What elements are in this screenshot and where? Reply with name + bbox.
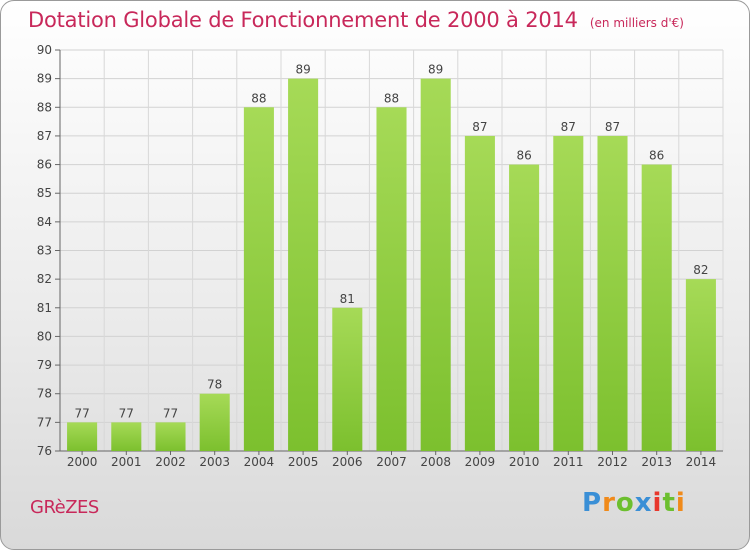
bar [420, 78, 451, 452]
x-tick-label: 2006 [332, 455, 363, 469]
data-label: 87 [561, 120, 576, 134]
bar [685, 279, 716, 451]
bar [464, 135, 495, 451]
labels: 76 77 78 79 80 81 82 83 84 85 86 87 88 89 90 77 2000 77 20… [37, 43, 716, 469]
y-tick-label: 89 [37, 72, 52, 86]
y-tick-label: 83 [37, 244, 52, 258]
bar [641, 164, 672, 452]
data-label: 86 [649, 149, 664, 163]
y-tick-label: 90 [37, 43, 52, 57]
logo-letter: i [652, 488, 663, 518]
y-tick-label: 86 [37, 158, 52, 172]
y-tick-label: 85 [37, 186, 52, 200]
x-tick-label: 2001 [111, 455, 142, 469]
data-label: 88 [251, 91, 266, 105]
x-tick-label: 2012 [597, 455, 628, 469]
y-tick-label: 84 [37, 215, 52, 229]
bars [67, 78, 716, 452]
commune-name: GRèZES [30, 497, 99, 518]
data-label: 77 [163, 406, 178, 420]
logo-letter: i [675, 488, 686, 518]
logo-letter: r [602, 488, 616, 518]
data-label: 89 [428, 63, 443, 77]
bar [597, 135, 628, 451]
bar [67, 422, 98, 451]
y-tick-label: 82 [37, 272, 52, 286]
y-tick-label: 77 [37, 415, 52, 429]
x-tick-label: 2011 [553, 455, 584, 469]
x-tick-label: 2014 [686, 455, 717, 469]
logo-letter: P [582, 488, 603, 518]
bar [553, 135, 584, 451]
y-tick-label: 80 [37, 329, 52, 343]
bar [199, 393, 230, 451]
x-tick-label: 2007 [376, 455, 407, 469]
logo-letter: o [615, 488, 635, 518]
y-tick-label: 79 [37, 358, 52, 372]
y-tick-label: 88 [37, 100, 52, 114]
x-tick-label: 2005 [288, 455, 319, 469]
bar [155, 422, 186, 451]
x-tick-label: 2009 [465, 455, 496, 469]
data-label: 77 [74, 406, 89, 420]
bar [332, 307, 363, 451]
chart-title-text: Dotation Globale de Fonctionnement de 20… [28, 8, 578, 32]
data-label: 77 [119, 406, 134, 420]
x-tick-label: 2003 [199, 455, 230, 469]
x-tick-label: 2010 [509, 455, 540, 469]
y-tick-label: 78 [37, 387, 52, 401]
logo-letter: t [662, 488, 676, 518]
bar [111, 422, 142, 451]
bar [509, 164, 540, 452]
x-tick-label: 2008 [420, 455, 451, 469]
y-tick-label: 87 [37, 129, 52, 143]
x-tick-label: 2000 [67, 455, 98, 469]
x-tick-label: 2004 [244, 455, 275, 469]
data-label: 81 [340, 292, 355, 306]
data-label: 86 [516, 149, 531, 163]
chart-title: Dotation Globale de Fonctionnement de 20… [28, 8, 684, 32]
proxiti-logo: Proxiti [582, 488, 686, 518]
data-label: 87 [472, 120, 487, 134]
x-tick-label: 2013 [641, 455, 672, 469]
data-label: 88 [384, 91, 399, 105]
y-tick-label: 76 [37, 444, 52, 458]
bar [288, 78, 319, 452]
x-tick-label: 2002 [155, 455, 186, 469]
bar [243, 107, 274, 452]
bar [376, 107, 407, 452]
data-label: 82 [693, 263, 708, 277]
chart-subtitle: (en milliers d'€) [589, 16, 684, 30]
logo-letter: x [634, 488, 653, 518]
data-label: 78 [207, 378, 222, 392]
data-label: 87 [605, 120, 620, 134]
data-label: 89 [295, 63, 310, 77]
y-tick-label: 81 [37, 301, 52, 315]
